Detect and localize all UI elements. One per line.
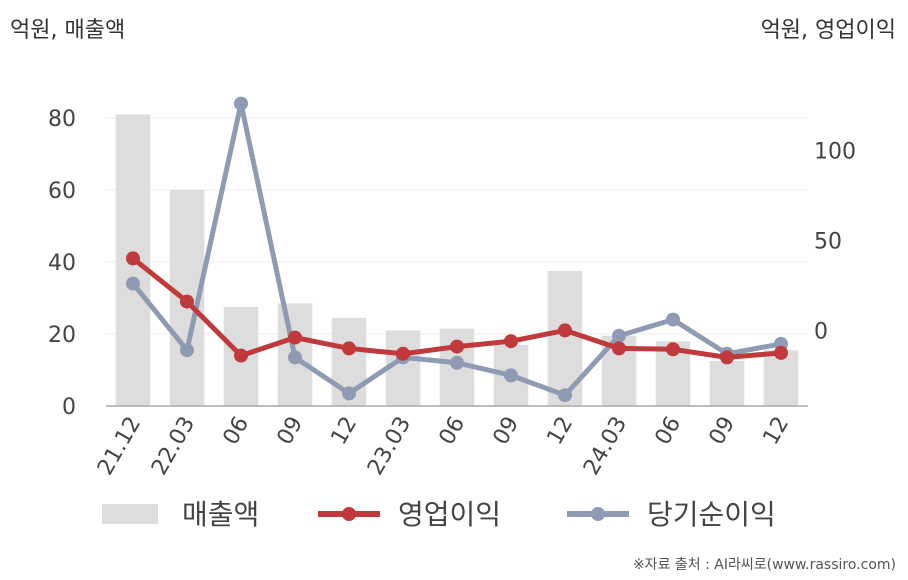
operating-profit-point (234, 348, 248, 363)
category-label: 22.03 (147, 413, 200, 480)
right-tick-label: 0 (814, 319, 828, 344)
source-note: ※자료 출처 : AI라씨로(www.rassiro.com) (632, 557, 896, 573)
left-tick-label: 40 (48, 251, 76, 276)
legend-net-income-label: 당기순이익 (647, 498, 776, 531)
operating-profit-point (504, 334, 518, 349)
category-label: 06 (219, 413, 255, 450)
left-tick-label: 60 (48, 179, 76, 204)
category-label: 06 (651, 413, 687, 450)
legend-operating-profit-marker (342, 507, 356, 521)
legend-operating-profit-label: 영업이익 (398, 498, 501, 531)
revenue-bar (385, 330, 421, 406)
net-income-point (126, 276, 140, 291)
operating-profit-point (558, 323, 572, 338)
left-tick-label: 0 (62, 395, 76, 420)
category-label: 12 (759, 413, 795, 450)
net-income-point (234, 96, 248, 111)
operating-profit-point (396, 346, 410, 361)
left-axis-unit: 억원, 매출액 (10, 18, 126, 43)
net-income-point (666, 312, 680, 327)
operating-profit-point (666, 342, 680, 357)
net-income-point (450, 355, 464, 370)
category-label: 09 (489, 413, 525, 450)
category-label: 09 (705, 413, 741, 450)
net-income-point (612, 328, 626, 343)
right-tick-label: 50 (814, 229, 842, 254)
net-income-point (342, 386, 356, 401)
net-income-point (504, 368, 518, 383)
category-label: 12 (327, 413, 363, 450)
category-label: 23.03 (363, 413, 416, 480)
category-label: 12 (543, 413, 579, 450)
net-income-point (558, 388, 572, 403)
operating-profit-point (450, 339, 464, 354)
category-label: 06 (435, 413, 471, 450)
legend-revenue-label: 매출액 (182, 498, 259, 531)
category-label: 24.03 (579, 413, 632, 480)
net-income-point (180, 343, 194, 358)
category-label: 21.12 (93, 413, 146, 480)
right-tick-label: 100 (814, 139, 856, 164)
operating-profit-point (720, 350, 734, 365)
right-axis-unit: 억원, 영업이익 (760, 18, 896, 43)
operating-profit-point (126, 251, 140, 266)
operating-profit-point (288, 330, 302, 345)
operating-profit-point (612, 341, 626, 356)
revenue-bar (709, 361, 745, 406)
operating-profit-point (180, 294, 194, 309)
category-label: 09 (273, 413, 309, 450)
net-income-point (288, 350, 302, 365)
left-tick-label: 20 (48, 323, 76, 348)
revenue-bar (547, 271, 583, 406)
operating-profit-point (774, 345, 788, 360)
legend-revenue-swatch (102, 504, 158, 524)
operating-profit-point (342, 341, 356, 356)
left-tick-label: 80 (48, 107, 76, 132)
legend-net-income-marker (591, 507, 605, 521)
